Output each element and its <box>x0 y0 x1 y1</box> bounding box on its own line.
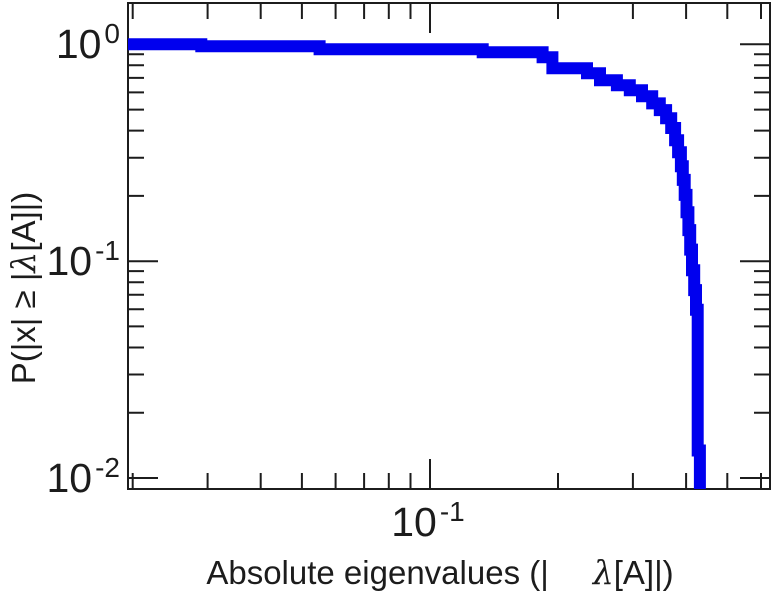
y-axis-label-text: P(|x| ≥ | <box>5 272 42 385</box>
y-tick-base: 10 <box>46 455 93 501</box>
plot-frame <box>127 2 771 490</box>
lambda-symbol: λ <box>592 553 614 592</box>
eigenvalue-ccdf-curve <box>128 38 706 489</box>
x-axis-label: Absolute eigenvalues (| λ[A]|) <box>90 553 775 593</box>
y-axis-label: P(|x| ≥ |λ[A]|) <box>4 38 44 538</box>
x-tick-label-1e-1: 10 -1 <box>348 496 508 549</box>
y-tick-base: 10 <box>46 238 93 284</box>
y-tick-exponent: -1 <box>95 235 120 266</box>
major-ticks <box>128 3 770 489</box>
x-tick-base: 10 <box>391 499 437 545</box>
x-axis-label-text: Absolute eigenvalues (| <box>206 554 549 591</box>
y-tick-exponent: 0 <box>104 18 120 49</box>
y-tick-base: 10 <box>55 21 102 67</box>
y-tick-label-1e0: 10 0 <box>0 18 120 71</box>
y-tick-label-1e-1: 10 -1 <box>0 235 120 288</box>
x-tick-exponent: -1 <box>439 496 465 527</box>
y-tick-exponent: -2 <box>95 452 120 483</box>
y-axis-label-suffix: [A]|) <box>5 191 42 252</box>
lambda-symbol: λ <box>4 251 43 273</box>
minor-ticks <box>128 3 770 489</box>
y-tick-label-1e-2: 10 -2 <box>0 452 120 505</box>
x-axis-label-suffix: [A]|) <box>613 554 674 591</box>
